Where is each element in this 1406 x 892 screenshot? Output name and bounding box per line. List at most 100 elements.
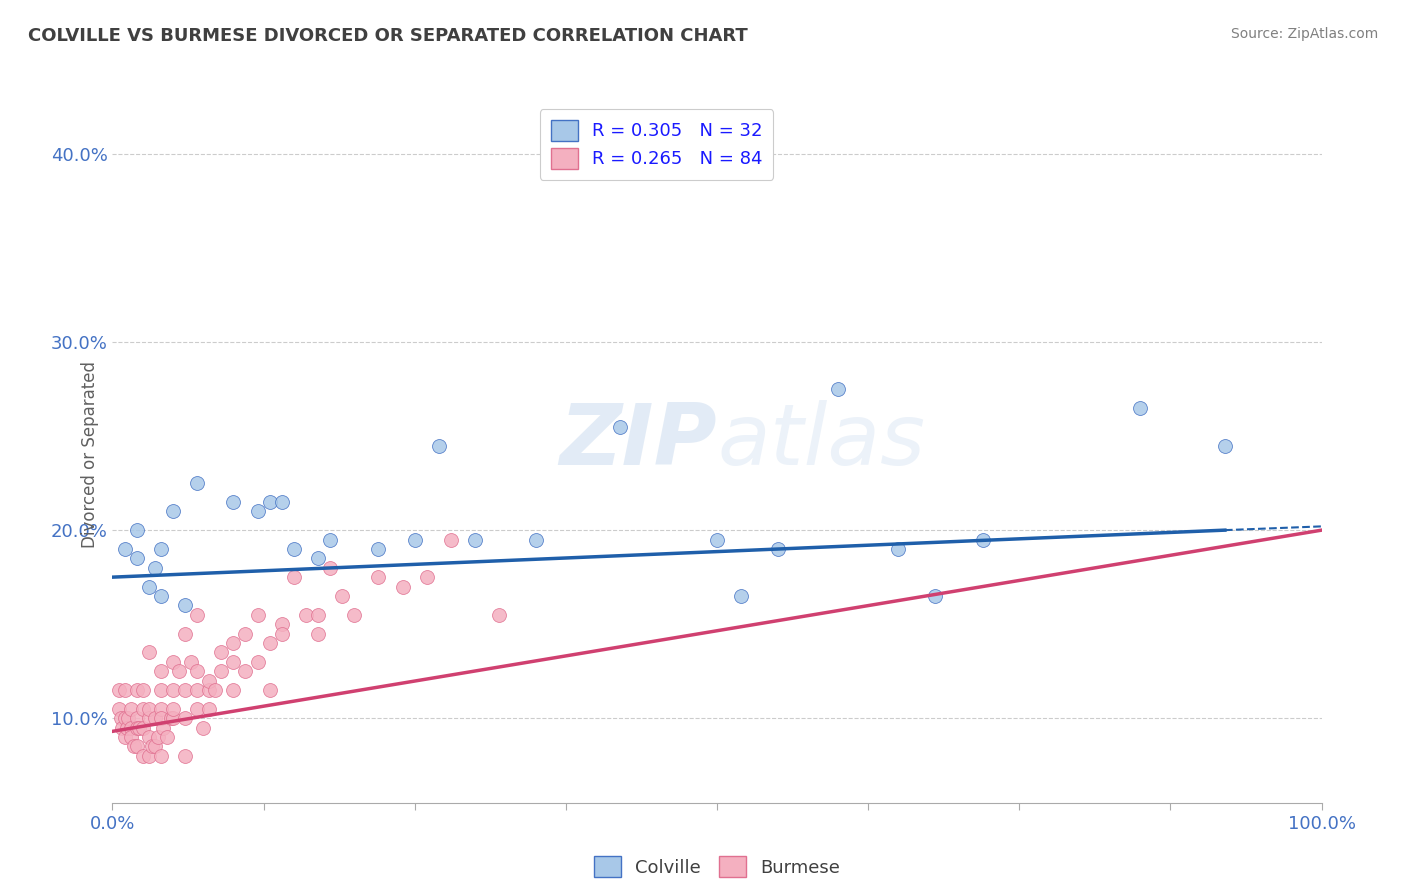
Point [148,730,170,744]
Point [235,664,257,678]
Point [125,551,148,566]
Point [246,655,269,669]
Point [162,504,184,518]
Point [125,739,148,754]
Point [114,541,136,556]
Point [132,683,155,698]
Point [235,626,257,640]
Text: COLVILLE VS BURMESE DIVORCED OR SEPARATED CORRELATION CHART: COLVILLE VS BURMESE DIVORCED OR SEPARATE… [28,27,748,45]
Point [107,702,129,716]
Point [149,711,172,725]
Point [125,711,148,725]
Point [295,607,318,622]
Point [132,702,155,716]
Point [138,645,160,659]
Point [766,541,789,556]
Point [488,607,510,622]
Point [222,636,245,650]
Point [827,382,849,396]
Point [128,721,150,735]
Point [149,664,172,678]
Text: Source: ZipAtlas.com: Source: ZipAtlas.com [1230,27,1378,41]
Point [307,607,329,622]
Point [174,599,197,613]
Point [143,711,166,725]
Point [174,711,197,725]
Point [152,721,174,735]
Point [259,683,281,698]
Point [440,533,463,547]
Point [198,683,221,698]
Point [246,607,269,622]
Point [270,495,292,509]
Point [391,580,413,594]
Point [143,560,166,574]
Point [270,626,292,640]
Point [209,645,232,659]
Point [191,721,214,735]
Point [283,570,305,584]
Point [186,702,208,716]
Point [115,721,138,735]
Legend: Colville, Burmese: Colville, Burmese [586,849,848,884]
Point [609,419,631,434]
Point [159,711,181,725]
Point [367,541,389,556]
Point [120,730,142,744]
Point [149,683,172,698]
Point [167,664,190,678]
Point [162,655,184,669]
Point [114,683,136,698]
Point [1213,438,1236,452]
Point [222,683,245,698]
Point [416,570,439,584]
Point [186,664,208,678]
Point [924,589,946,603]
Point [162,711,184,725]
Point [319,560,342,574]
Point [186,476,208,491]
Point [125,683,148,698]
Point [198,702,221,716]
Point [307,551,329,566]
Point [149,541,172,556]
Y-axis label: Divorced or Separated: Divorced or Separated [80,361,98,549]
Point [307,626,329,640]
Point [138,702,160,716]
Point [259,495,281,509]
Point [132,721,155,735]
Point [198,673,221,688]
Point [180,655,202,669]
Point [143,739,166,754]
Point [122,739,145,754]
Point [887,541,910,556]
Point [730,589,752,603]
Point [706,533,728,547]
Point [107,683,129,698]
Point [125,721,148,735]
Point [367,570,389,584]
Point [259,636,281,650]
Point [174,683,197,698]
Point [132,748,155,763]
Point [209,664,232,678]
Point [110,711,132,725]
Point [330,589,353,603]
Point [174,748,197,763]
Point [114,730,136,744]
Point [246,504,269,518]
Point [283,541,305,556]
Point [1129,401,1152,415]
Point [524,533,547,547]
Point [138,748,160,763]
Point [117,711,139,725]
Point [120,702,142,716]
Point [585,156,607,170]
Point [222,655,245,669]
Point [141,739,163,754]
Point [120,721,142,735]
Point [343,607,366,622]
Point [404,533,426,547]
Point [972,533,994,547]
Point [162,702,184,716]
